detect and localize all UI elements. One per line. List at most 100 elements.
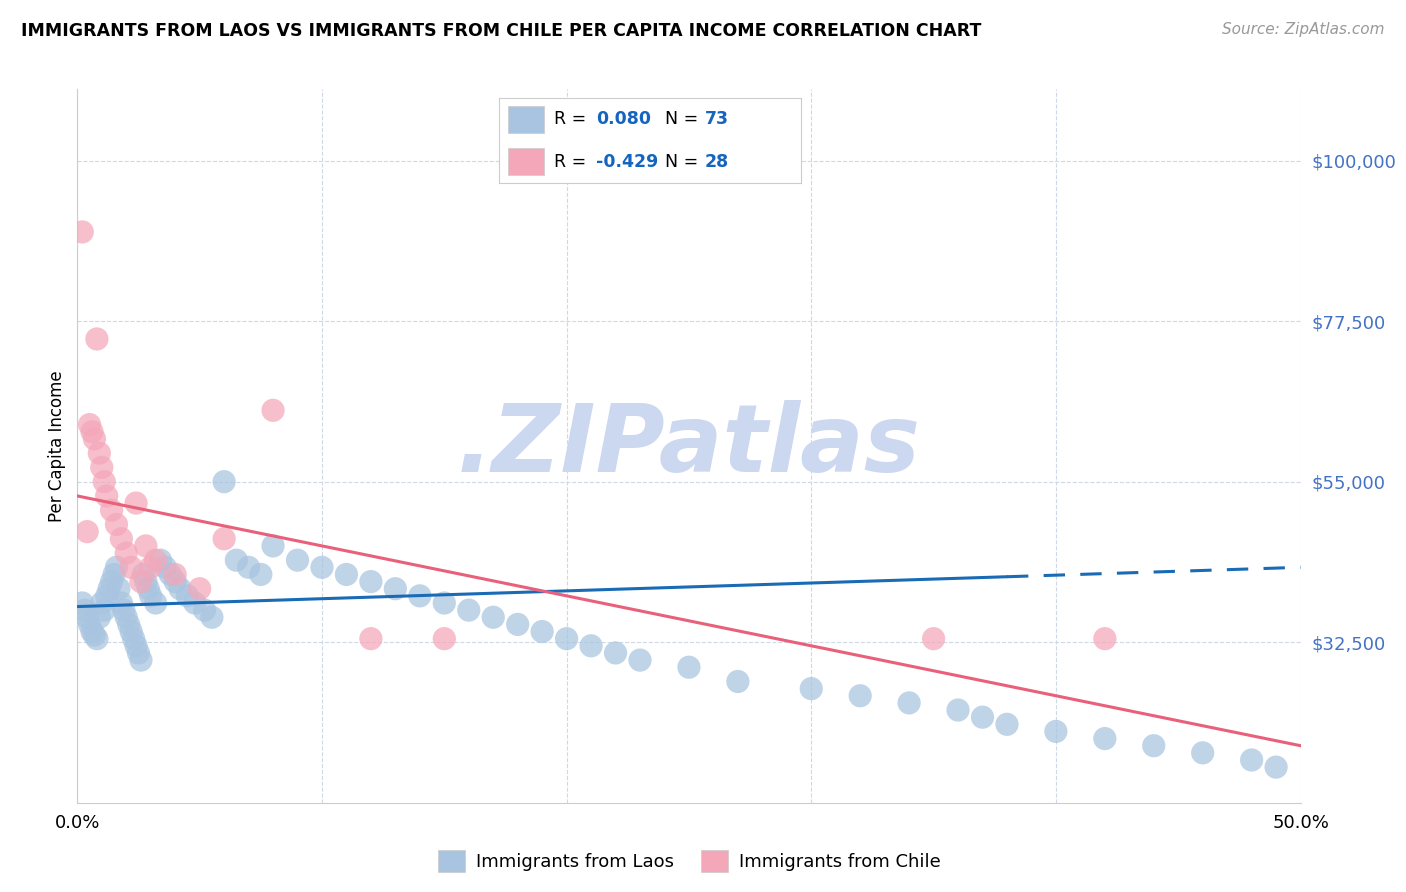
Point <box>457 603 479 617</box>
Point <box>70 225 93 239</box>
Point <box>76 524 98 539</box>
Point <box>105 517 128 532</box>
Point <box>86 632 108 646</box>
Point <box>1045 724 1067 739</box>
Point <box>409 589 432 603</box>
Point <box>628 653 651 667</box>
Point <box>127 646 149 660</box>
Text: 28: 28 <box>704 153 728 170</box>
Point <box>262 539 284 553</box>
Point <box>98 582 121 596</box>
Point <box>115 546 138 560</box>
Point <box>946 703 969 717</box>
Point <box>165 567 187 582</box>
Point <box>136 582 159 596</box>
Text: 0.080: 0.080 <box>596 111 651 128</box>
Point <box>96 489 118 503</box>
Point <box>118 617 141 632</box>
Point <box>100 503 122 517</box>
Point <box>76 610 98 624</box>
Point <box>727 674 749 689</box>
Point <box>1265 760 1288 774</box>
Bar <box>508 148 544 175</box>
Point <box>384 582 406 596</box>
Point <box>90 596 112 610</box>
Point <box>201 610 224 624</box>
Point <box>89 446 111 460</box>
Point <box>145 553 167 567</box>
Text: IMMIGRANTS FROM LAOS VS IMMIGRANTS FROM CHILE PER CAPITA INCOME CORRELATION CHAR: IMMIGRANTS FROM LAOS VS IMMIGRANTS FROM … <box>21 22 981 40</box>
Point <box>149 553 172 567</box>
Point <box>1094 731 1116 746</box>
Point <box>169 582 191 596</box>
Text: Source: ZipAtlas.com: Source: ZipAtlas.com <box>1222 22 1385 37</box>
Point <box>108 582 131 596</box>
Text: 73: 73 <box>704 111 728 128</box>
Point <box>129 574 152 589</box>
Point <box>225 553 247 567</box>
Point <box>433 632 456 646</box>
Point <box>212 532 235 546</box>
Text: R =: R = <box>554 111 592 128</box>
Point <box>115 610 138 624</box>
Point <box>360 574 382 589</box>
Point <box>70 596 93 610</box>
Point <box>176 589 198 603</box>
Point <box>898 696 921 710</box>
Point <box>103 567 125 582</box>
Point <box>93 603 115 617</box>
Point <box>120 624 142 639</box>
Point <box>335 567 357 582</box>
Point <box>89 610 111 624</box>
Point <box>531 624 554 639</box>
Point <box>800 681 823 696</box>
Point <box>506 617 529 632</box>
Point <box>86 332 108 346</box>
Point <box>555 632 578 646</box>
Point <box>79 417 101 432</box>
Point <box>132 567 155 582</box>
Y-axis label: Per Capita Income: Per Capita Income <box>48 370 66 522</box>
Bar <box>508 106 544 133</box>
Point <box>80 624 103 639</box>
Point <box>96 589 118 603</box>
Point <box>212 475 235 489</box>
Point <box>120 560 142 574</box>
Legend: Immigrants from Laos, Immigrants from Chile: Immigrants from Laos, Immigrants from Ch… <box>437 850 941 872</box>
Point <box>83 432 105 446</box>
Point <box>922 632 945 646</box>
Text: N =: N = <box>665 153 704 170</box>
Point <box>579 639 602 653</box>
Point <box>605 646 627 660</box>
Point <box>188 582 211 596</box>
Point <box>972 710 994 724</box>
Point <box>100 574 122 589</box>
Point <box>262 403 284 417</box>
Point <box>311 560 333 574</box>
Point <box>433 596 456 610</box>
Point <box>125 496 148 510</box>
Text: .ZIPatlas: .ZIPatlas <box>457 400 921 492</box>
Point <box>93 475 115 489</box>
Point <box>1143 739 1166 753</box>
Text: R =: R = <box>554 153 592 170</box>
Point <box>110 596 132 610</box>
Point <box>135 539 157 553</box>
Text: N =: N = <box>665 111 704 128</box>
Point <box>80 425 103 439</box>
Point <box>360 632 382 646</box>
Point <box>112 603 135 617</box>
Point <box>1094 632 1116 646</box>
Point <box>287 553 309 567</box>
Point <box>165 574 187 589</box>
Point <box>139 589 162 603</box>
Point <box>159 567 181 582</box>
Point <box>184 596 207 610</box>
Point <box>145 596 167 610</box>
Point <box>482 610 505 624</box>
Point <box>193 603 215 617</box>
Point <box>678 660 700 674</box>
Point <box>129 653 152 667</box>
Point <box>238 560 260 574</box>
Point <box>155 560 177 574</box>
